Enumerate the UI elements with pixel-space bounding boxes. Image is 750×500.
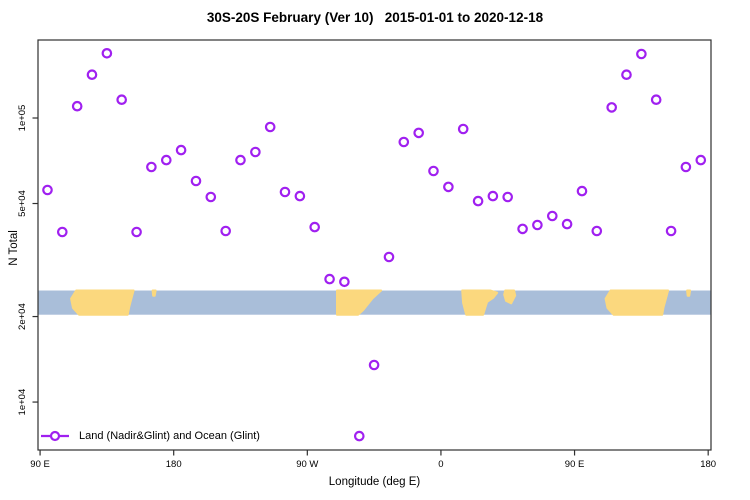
data-point [339,276,350,288]
data-point [368,359,380,371]
data-point [383,251,395,263]
y-tick-label: 5e+04 [17,190,28,217]
data-point [546,210,558,222]
y-tick-label: 1e+04 [17,389,28,416]
data-point [561,218,573,230]
land-australia [70,289,135,316]
data-point [680,161,692,173]
data-point [398,136,410,148]
legend: Land (Nadir&Glint) and Ocean (Glint) [40,429,260,443]
chart-title: 30S-20S February (Ver 10) 2015-01-01 to … [206,10,544,25]
data-point [279,186,291,198]
x-tick-label: 180 [166,459,182,470]
data-point [146,161,157,173]
data-point [472,195,484,207]
data-point [428,165,439,177]
y-tick-label: 2e+04 [17,303,28,330]
land-new-caledonia [151,289,157,297]
x-tick-label: 90 W [296,459,318,470]
data-point [250,146,261,158]
data-point [294,190,306,202]
data-point [502,191,513,203]
data-point [220,225,231,237]
data-point [324,273,335,285]
data-point [591,225,603,237]
data-points [42,47,707,442]
data-point [517,223,528,235]
x-tick-label: 0 [438,459,443,470]
x-axis-title: Longitude (deg E) [328,476,421,488]
land-australia-wrap [604,289,670,316]
data-point [621,69,632,80]
data-point [309,221,320,233]
data-point [101,47,113,59]
data-point [353,430,365,442]
data-point [205,191,217,203]
land-south-america [336,289,383,316]
x-tick-label: 180 [700,459,716,470]
data-point [650,94,662,105]
data-point [413,127,424,139]
data-point [56,226,68,238]
data-point [695,154,707,166]
land-shapes [70,289,692,316]
data-point [532,219,543,231]
data-point [665,225,677,237]
data-point [235,154,246,166]
legend-label: Land (Nadir&Glint) and Ocean (Glint) [79,430,260,442]
data-point [175,144,187,156]
data-point [606,102,617,113]
data-point [576,185,588,197]
data-point [264,121,276,133]
y-axis-ticks: 1e+05 5e+04 2e+04 1e+04 [17,105,38,416]
y-tick-label: 1e+05 [17,105,28,132]
x-tick-label: 90 E [30,459,50,470]
data-point [71,100,83,112]
legend-marker-icon [41,430,69,442]
plot-frame [37,39,712,451]
data-point [86,69,98,80]
data-point [457,123,469,135]
data-point [161,154,172,166]
data-point [487,190,499,202]
x-tick-label: 90 E [565,459,585,470]
data-point [116,94,127,105]
data-point [443,181,454,193]
data-point [636,48,647,60]
y-axis-title: N Total [8,230,20,266]
data-point [131,226,142,238]
land-new-caledonia-wrap [686,289,692,297]
data-point [42,184,53,196]
data-point [190,175,202,187]
plot-border [37,39,712,451]
x-axis-ticks: 90 E 180 90 W 0 90 E 180 [30,450,716,470]
land-africa [461,289,499,316]
land-madagascar [503,289,517,305]
